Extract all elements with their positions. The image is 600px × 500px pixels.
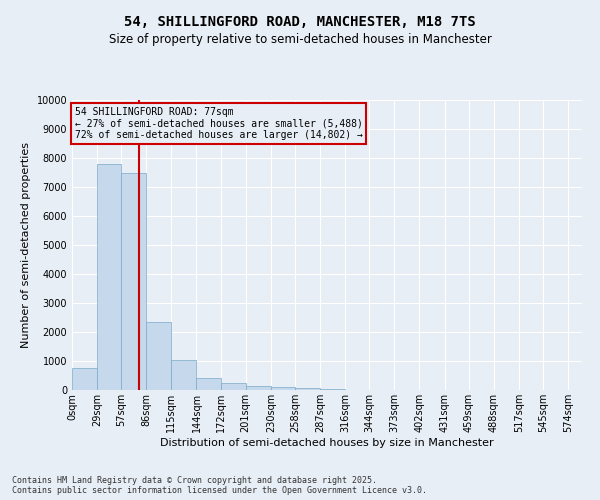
Text: Size of property relative to semi-detached houses in Manchester: Size of property relative to semi-detach… bbox=[109, 32, 491, 46]
Bar bbox=[121, 172, 146, 390]
Bar bbox=[146, 322, 172, 390]
Bar bbox=[97, 164, 121, 390]
Bar bbox=[246, 386, 271, 390]
Text: Contains HM Land Registry data © Crown copyright and database right 2025.
Contai: Contains HM Land Registry data © Crown c… bbox=[12, 476, 427, 495]
Bar bbox=[320, 389, 345, 390]
Bar bbox=[271, 388, 295, 390]
X-axis label: Distribution of semi-detached houses by size in Manchester: Distribution of semi-detached houses by … bbox=[160, 438, 494, 448]
Text: 54, SHILLINGFORD ROAD, MANCHESTER, M18 7TS: 54, SHILLINGFORD ROAD, MANCHESTER, M18 7… bbox=[124, 15, 476, 29]
Bar bbox=[295, 388, 320, 390]
Bar bbox=[196, 378, 221, 390]
Text: 54 SHILLINGFORD ROAD: 77sqm
← 27% of semi-detached houses are smaller (5,488)
72: 54 SHILLINGFORD ROAD: 77sqm ← 27% of sem… bbox=[74, 108, 362, 140]
Bar bbox=[221, 384, 246, 390]
Y-axis label: Number of semi-detached properties: Number of semi-detached properties bbox=[21, 142, 31, 348]
Bar bbox=[172, 360, 196, 390]
Bar bbox=[72, 368, 97, 390]
